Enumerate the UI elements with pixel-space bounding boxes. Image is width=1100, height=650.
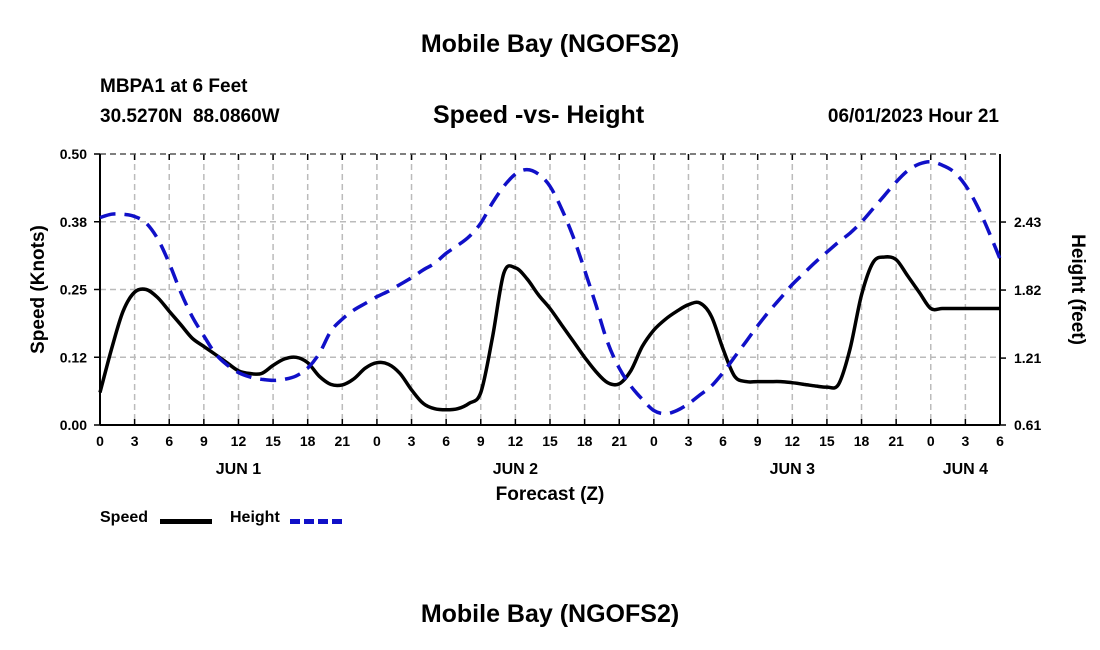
x-tick-label: 12 [785, 433, 801, 449]
y-tick-label: 0.50 [60, 146, 87, 162]
x-tick-label: 3 [961, 433, 969, 449]
x-tick-label: 6 [165, 433, 173, 449]
y2-tick-label: 0.61 [1014, 417, 1041, 433]
y-tick-label: 0.38 [60, 214, 87, 230]
y-tick-label: 0.12 [60, 349, 87, 365]
x-tick-label: 6 [442, 433, 450, 449]
x-axis-label: Forecast (Z) [496, 484, 605, 505]
y-tick-label: 0.25 [60, 282, 87, 298]
x-tick-label: 3 [131, 433, 139, 449]
x-tick-label: 9 [477, 433, 485, 449]
x-tick-label: 21 [335, 433, 351, 449]
y-axis-label: Speed (Knots) [28, 225, 49, 354]
footer-title: Mobile Bay (NGOFS2) [420, 600, 680, 628]
x-tick-label: 18 [300, 433, 316, 449]
x-tick-label: 9 [200, 433, 208, 449]
page-title: Mobile Bay (NGOFS2) [420, 30, 680, 58]
x-tick-label: 0 [96, 433, 104, 449]
day-label: JUN 4 [943, 461, 988, 478]
x-tick-label: 21 [888, 433, 904, 449]
y-tick-label: 0.00 [60, 417, 87, 433]
legend-line-speed [160, 519, 212, 524]
x-tick-label: 3 [685, 433, 693, 449]
x-tick-label: 15 [542, 433, 558, 449]
y2-axis-label: Height (feet) [1067, 234, 1088, 345]
y2-tick-label: 1.82 [1014, 282, 1041, 298]
legend-label-speed: Speed [100, 509, 149, 526]
x-tick-label: 15 [819, 433, 835, 449]
x-tick-label: 6 [719, 433, 727, 449]
x-tick-label: 18 [854, 433, 870, 449]
y2-tick-label: 1.21 [1014, 350, 1041, 366]
x-tick-label: 21 [611, 433, 627, 449]
day-label: JUN 1 [216, 461, 261, 478]
x-tick-label: 0 [927, 433, 935, 449]
station-coords: 30.5270N 88.0860W [100, 106, 280, 127]
y2-tick-label: 2.43 [1014, 214, 1041, 230]
x-tick-label: 0 [650, 433, 658, 449]
day-label: JUN 3 [770, 461, 815, 478]
x-tick-label: 9 [754, 433, 762, 449]
legend-line-height [290, 519, 342, 524]
day-label: JUN 2 [493, 461, 538, 478]
x-tick-label: 15 [265, 433, 281, 449]
x-tick-label: 12 [508, 433, 524, 449]
station-name: MBPA1 at 6 Feet [100, 76, 248, 97]
series-line-height [99, 160, 1002, 416]
series-line-speed [98, 255, 1000, 412]
x-tick-label: 0 [373, 433, 381, 449]
legend-label-height: Height [230, 509, 280, 526]
x-tick-label: 3 [408, 433, 416, 449]
chart-title: Speed -vs- Height [433, 101, 645, 129]
forecast-timestamp: 06/01/2023 Hour 21 [827, 106, 999, 127]
x-tick-label: 6 [996, 433, 1004, 449]
x-tick-label: 18 [577, 433, 593, 449]
x-tick-label: 12 [231, 433, 247, 449]
